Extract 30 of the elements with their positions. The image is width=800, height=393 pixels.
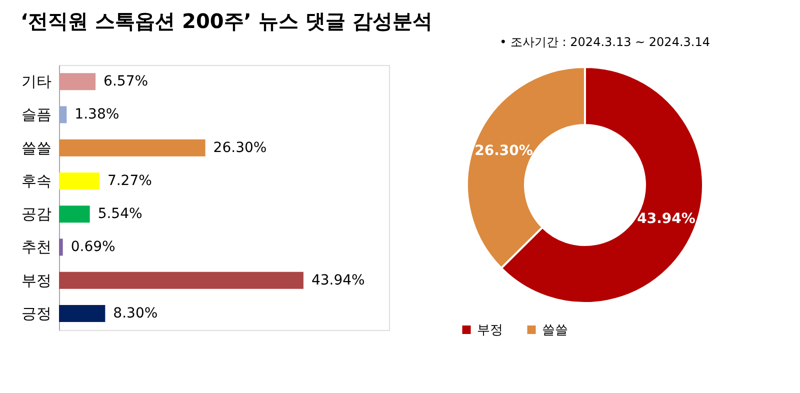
data-label: 7.27% xyxy=(107,172,152,189)
data-label: 8.30% xyxy=(113,305,158,322)
y-tick-label: 후속 xyxy=(22,172,52,190)
text: • 조사기간 : 2024.3.13 ~ 2024.3.14 xyxy=(500,35,710,49)
data-label: 26.30% xyxy=(474,143,533,160)
legend-label: 쓸쓸 xyxy=(542,322,568,338)
y-tick-label: 쓸쓸 xyxy=(22,138,52,157)
data-label: 26.30% xyxy=(213,140,267,156)
bar xyxy=(59,172,100,190)
data-label: 0.69% xyxy=(70,239,116,256)
y-tick-label: 공감 xyxy=(22,205,52,224)
chart-title: ‘전직원 스톡옵션 200주’ 뉴스 댓글 감성분석 xyxy=(20,9,432,33)
bar xyxy=(59,238,63,256)
data-label: 43.94% xyxy=(637,210,696,227)
data-label: 5.54% xyxy=(98,206,142,222)
y-tick-label: 기타 xyxy=(22,72,52,91)
bar xyxy=(59,272,304,289)
bar xyxy=(59,304,106,322)
y-tick-label: 슬픔 xyxy=(22,106,52,124)
bar xyxy=(59,73,96,90)
bar xyxy=(59,206,90,223)
data-label: 6.57% xyxy=(104,74,148,90)
y-tick-label: 부정 xyxy=(22,271,52,290)
data-label: 1.38% xyxy=(74,106,120,123)
bar xyxy=(59,106,67,124)
y-tick-label: 추천 xyxy=(22,238,52,256)
legend-label: 부정 xyxy=(477,322,503,338)
data-label: 43.94% xyxy=(311,272,365,288)
bar xyxy=(59,139,206,156)
y-tick-label: 긍정 xyxy=(22,304,52,322)
